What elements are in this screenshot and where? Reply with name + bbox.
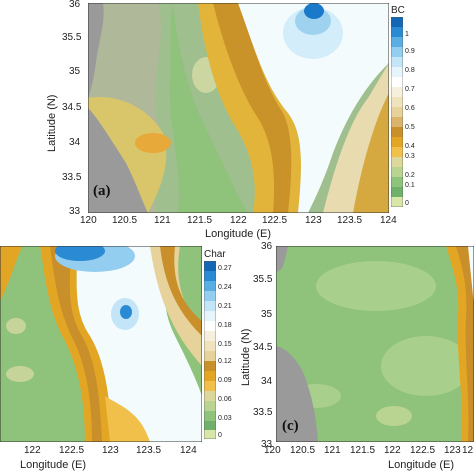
colorbar-swatches-a — [390, 16, 404, 208]
xtick-b: 124 — [180, 445, 197, 456]
colorbar-label-b: 0 — [218, 432, 222, 439]
panel-tag-c: (c) — [282, 418, 299, 434]
ytick-c: 33.5 — [253, 407, 273, 418]
ytick-c: 35.5 — [253, 274, 273, 285]
ytick-a: 34.5 — [62, 102, 82, 113]
ylabel-c: Latitude (N) — [240, 328, 252, 386]
xtick-b: 123 — [102, 445, 119, 456]
xlabel-c: Longitude (E) — [388, 459, 455, 471]
ytick-c: 35 — [261, 309, 273, 320]
ytick-a: 35.5 — [62, 32, 82, 43]
colorbar-swatches-b — [203, 260, 217, 440]
xtick-a: 122.5 — [262, 215, 288, 226]
xtick-c: 122.5 — [410, 445, 436, 456]
xtick-a: 122 — [230, 215, 247, 226]
xlabel-b: Longitude (E) — [20, 459, 87, 471]
colorbar-b — [203, 260, 217, 440]
ytick-a: 36 — [69, 0, 81, 10]
colorbar-title-b: Char — [204, 249, 226, 260]
colorbar-label-a: 1 — [405, 31, 409, 38]
map-panel-a — [88, 3, 389, 213]
xtick-a: 123.5 — [337, 215, 363, 226]
xtick-c: 120 — [264, 445, 281, 456]
ylabel-a: Latitude (N) — [46, 94, 58, 152]
ytick-a: 35 — [69, 66, 81, 77]
xtick-a: 120.5 — [112, 215, 138, 226]
colorbar-label-b: 0.15 — [218, 341, 232, 348]
colorbar-label-a: 0.7 — [405, 86, 415, 93]
colorbar-label-b: 0.03 — [218, 415, 232, 422]
colorbar-label-a: 0 — [405, 200, 409, 207]
map-panel-c — [276, 246, 474, 442]
colorbar-label-b: 0.24 — [218, 284, 232, 291]
colorbar-label-a: 0.1 — [405, 182, 415, 189]
contour-map-c — [276, 246, 474, 442]
colorbar-label-b: 0.21 — [218, 303, 232, 310]
xtick-c: 122 — [384, 445, 401, 456]
xtick-a: 124 — [380, 215, 397, 226]
colorbar-label-a: 0.2 — [405, 172, 415, 179]
colorbar-label-a: 0.8 — [405, 67, 415, 74]
xtick-b: 122 — [24, 445, 41, 456]
xtick-a: 120 — [80, 215, 97, 226]
contour-map-a — [88, 3, 389, 213]
colorbar-label-b: 0.06 — [218, 396, 232, 403]
ytick-a: 34 — [69, 137, 81, 148]
colorbar-title-a: BC — [391, 5, 405, 16]
colorbar-label-b: 0.27 — [218, 265, 232, 272]
xtick-c: 123 — [444, 445, 461, 456]
ytick-a: 33.5 — [62, 172, 82, 183]
xtick-a: 123 — [305, 215, 322, 226]
xtick-b: 122.5 — [59, 445, 85, 456]
colorbar-label-a: 0.9 — [405, 48, 415, 55]
colorbar-label-b: 0.18 — [218, 322, 232, 329]
ytick-c: 33 — [261, 439, 273, 450]
ytick-c: 34 — [261, 376, 273, 387]
ytick-c: 34.5 — [253, 342, 273, 353]
ytick-c: 36 — [261, 241, 273, 252]
xtick-b: 123.5 — [136, 445, 162, 456]
panel-tag-a: (a) — [93, 183, 111, 199]
colorbar-label-a: 0.6 — [405, 105, 415, 112]
xtick-a: 121 — [154, 215, 171, 226]
xtick-c: 121 — [324, 445, 341, 456]
ytick-a: 33 — [69, 206, 81, 217]
colorbar-label-b: 0.12 — [218, 358, 232, 365]
colorbar-label-b: 0.09 — [218, 377, 232, 384]
colorbar-label-a: 0.3 — [405, 153, 415, 160]
map-panel-b — [0, 246, 202, 442]
xlabel-a: Longitude (E) — [205, 228, 272, 240]
colorbar-a — [390, 16, 404, 208]
xtick-a: 121.5 — [187, 215, 213, 226]
xtick-c: 120.5 — [290, 445, 316, 456]
colorbar-label-a: 0.4 — [405, 143, 415, 150]
contour-map-b — [0, 246, 202, 442]
xtick-c: 121.5 — [350, 445, 376, 456]
xtick-c: 12 — [462, 445, 474, 456]
colorbar-label-a: 0.5 — [405, 124, 415, 131]
